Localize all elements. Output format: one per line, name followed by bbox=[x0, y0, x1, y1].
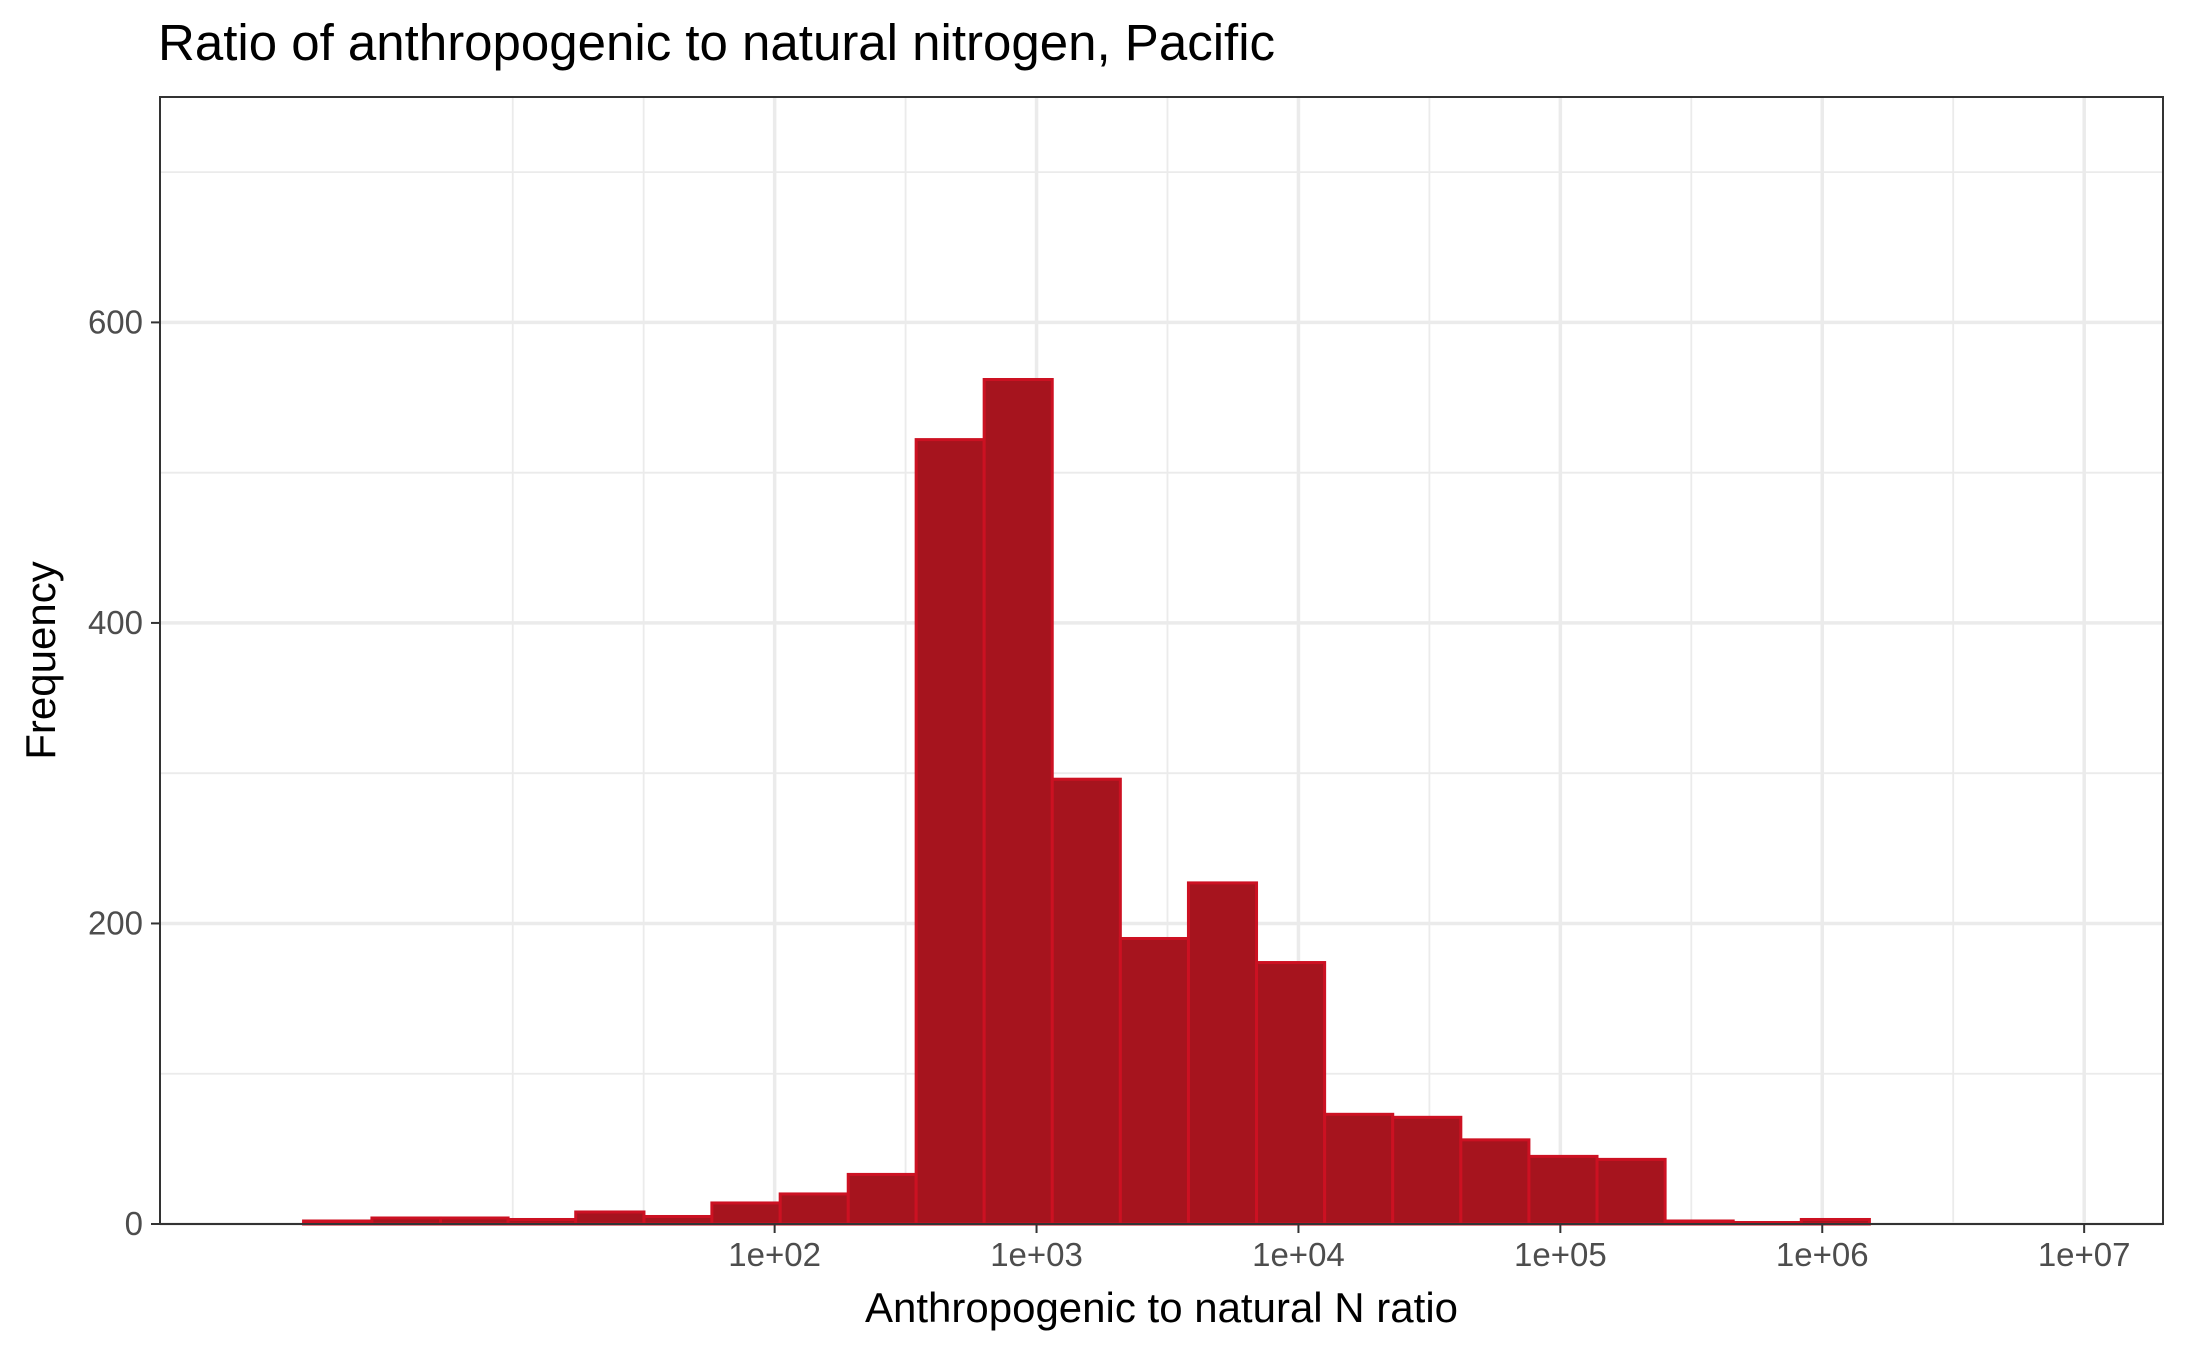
histogram-bar bbox=[914, 438, 986, 1226]
histogram-bar bbox=[1527, 1154, 1599, 1226]
histogram-bar bbox=[778, 1192, 850, 1226]
y-axis-title: Frequency bbox=[17, 561, 64, 759]
histogram-bar bbox=[982, 378, 1054, 1226]
histogram-bar bbox=[1391, 1115, 1463, 1226]
x-tick-label: 1e+05 bbox=[1514, 1236, 1607, 1273]
histogram-bar bbox=[1050, 777, 1122, 1226]
y-tick-label: 0 bbox=[125, 1205, 143, 1242]
histogram-bar bbox=[1186, 881, 1259, 1226]
histogram-bar bbox=[1595, 1157, 1667, 1226]
histogram-bar bbox=[574, 1210, 646, 1226]
chart-title: Ratio of anthropogenic to natural nitrog… bbox=[158, 14, 1275, 71]
y-tick-label: 200 bbox=[88, 904, 143, 941]
histogram-bar bbox=[1118, 936, 1190, 1226]
histogram-bars bbox=[302, 378, 1871, 1226]
y-tick-label: 400 bbox=[88, 604, 143, 641]
histogram-bar bbox=[710, 1201, 782, 1226]
histogram-bar bbox=[846, 1172, 918, 1226]
plot-panel-border bbox=[159, 96, 2164, 1225]
x-tick-label: 1e+02 bbox=[728, 1236, 821, 1273]
histogram-bar bbox=[1323, 1112, 1395, 1226]
y-tick-label: 600 bbox=[88, 303, 143, 340]
histogram-bar bbox=[1255, 961, 1327, 1226]
x-tick-label: 1e+07 bbox=[2038, 1236, 2131, 1273]
x-tick-label: 1e+04 bbox=[1252, 1236, 1345, 1273]
axis-ticks: 1e+02 1e+03 1e+04 1e+05 1e+06 1e+07 0 200 400 600 bbox=[88, 303, 2131, 1273]
x-tick-label: 1e+06 bbox=[1776, 1236, 1869, 1273]
histogram-bar bbox=[1459, 1138, 1531, 1226]
x-tick-label: 1e+03 bbox=[990, 1236, 1083, 1273]
x-axis-title: Anthropogenic to natural N ratio bbox=[865, 1284, 1458, 1331]
histogram-bar bbox=[642, 1214, 714, 1226]
